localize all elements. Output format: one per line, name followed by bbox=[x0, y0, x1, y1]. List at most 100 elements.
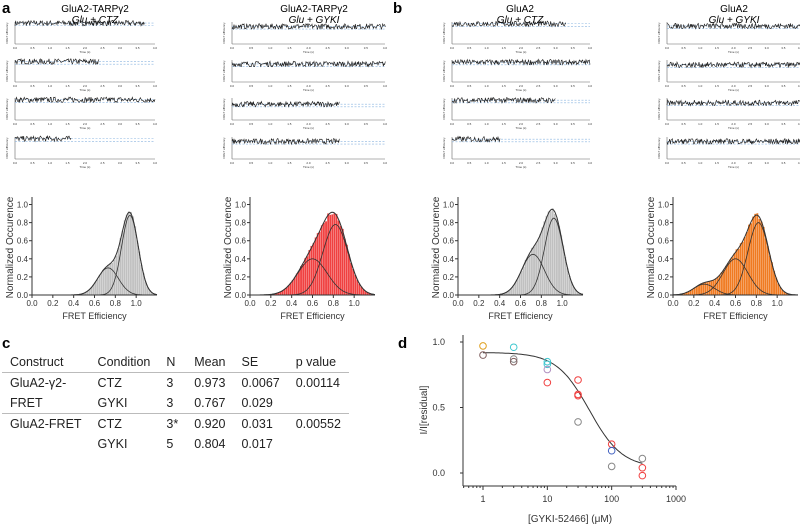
trace-x-tick: 2.5 bbox=[748, 84, 753, 88]
trace-x-tick: 0.0 bbox=[230, 46, 235, 50]
fret-trace bbox=[666, 60, 800, 69]
trace-x-tick: 1.0 bbox=[268, 122, 273, 126]
trace-x-tick: 2.5 bbox=[536, 122, 541, 126]
trace-x-label: Time (s) bbox=[303, 88, 314, 92]
y-axis-label: Normalized Occurence bbox=[431, 196, 442, 298]
trace-x-tick: 2.5 bbox=[748, 46, 753, 50]
x-tick-label: 0.4 bbox=[494, 299, 506, 308]
y-tick-label: 0.0 bbox=[658, 291, 670, 300]
trace-x-tick: 1.0 bbox=[48, 46, 53, 50]
data-point bbox=[479, 342, 487, 350]
trace-x-tick: 2.5 bbox=[326, 84, 331, 88]
trace-x-tick: 2.5 bbox=[748, 161, 753, 165]
trace-x-tick: 4.0 bbox=[798, 46, 800, 50]
title-construct: GluA2-TARPγ2 bbox=[61, 4, 129, 15]
trace-x-tick: 1.5 bbox=[65, 84, 70, 88]
histogram-bar bbox=[762, 226, 765, 296]
panel-label-b: b bbox=[393, 0, 403, 17]
panel-label-a: a bbox=[2, 0, 11, 17]
trace-x-tick: 0.5 bbox=[30, 122, 35, 126]
histogram-bar bbox=[310, 245, 313, 296]
fret-trace bbox=[231, 100, 340, 108]
col-header: SE bbox=[241, 355, 259, 369]
trace-x-tick: 4.0 bbox=[153, 122, 158, 126]
cell bbox=[288, 434, 349, 454]
trace-x-tick: 1.0 bbox=[698, 161, 703, 165]
trace-x-tick: 1.0 bbox=[484, 122, 489, 126]
histogram-bar bbox=[520, 270, 523, 296]
trace-x-tick: 4.0 bbox=[588, 84, 593, 88]
x-axis-label: FRET Efficiency bbox=[62, 311, 127, 321]
trace-x-label: Time (s) bbox=[303, 165, 314, 169]
x-tick-label: 0.4 bbox=[709, 299, 721, 308]
y-tick-label: 0.6 bbox=[235, 237, 247, 246]
histogram-bar bbox=[758, 218, 761, 296]
histogram-bar bbox=[518, 274, 521, 296]
trace-x-tick: 0.5 bbox=[467, 46, 472, 50]
histogram-bar bbox=[543, 221, 546, 296]
trace-x-tick: 3.5 bbox=[364, 84, 369, 88]
data-point bbox=[479, 351, 487, 359]
col-header: Mean bbox=[194, 355, 226, 369]
trace-x-label: Time (s) bbox=[80, 165, 91, 169]
trace-y-label: FRET efficiency bbox=[657, 98, 661, 120]
trace-x-tick: 3.5 bbox=[781, 84, 786, 88]
y-tick-label: 1.0 bbox=[17, 201, 29, 210]
trace-x-tick: 2.0 bbox=[306, 46, 311, 50]
data-point bbox=[574, 418, 582, 426]
histogram-bar bbox=[341, 228, 344, 296]
trace-x-tick: 0.5 bbox=[249, 161, 254, 165]
cell: GYKI bbox=[97, 437, 128, 451]
trace-y-label: FRET efficiency bbox=[5, 22, 9, 44]
histogram-bar bbox=[737, 248, 740, 296]
y-tick-label: 0.0 bbox=[443, 291, 455, 300]
fret-trace bbox=[666, 22, 800, 30]
trace-x-tick: 3.0 bbox=[118, 84, 123, 88]
col-header: N bbox=[166, 355, 176, 369]
fret-trace bbox=[231, 22, 386, 31]
histogram-bar bbox=[136, 240, 139, 296]
data-point bbox=[543, 360, 552, 369]
cell: GluA2-γ2- bbox=[2, 372, 90, 393]
cell: FRET bbox=[10, 396, 43, 410]
trace-x-tick: 2.0 bbox=[519, 84, 524, 88]
trace-x-tick: 3.0 bbox=[345, 122, 350, 126]
cell: 0.804 bbox=[194, 437, 226, 451]
trace-x-tick: 0.0 bbox=[665, 122, 670, 126]
histogram-bar bbox=[129, 211, 133, 296]
histogram-bar bbox=[312, 242, 315, 296]
trace-x-tick: 2.5 bbox=[100, 122, 105, 126]
x-axis-label: FRET Efficiency bbox=[703, 311, 768, 321]
trace-x-tick: 1.0 bbox=[48, 122, 53, 126]
trace-x-tick: 1.5 bbox=[287, 122, 292, 126]
panel-label-d: d bbox=[398, 335, 408, 352]
trace-x-tick: 3.5 bbox=[135, 84, 140, 88]
histogram-bar bbox=[708, 280, 711, 296]
trace-x-tick: 3.5 bbox=[571, 84, 576, 88]
trace-x-tick: 0.0 bbox=[450, 84, 455, 88]
x-tick-label: 0.6 bbox=[307, 299, 319, 308]
trace-x-tick: 0.5 bbox=[467, 161, 472, 165]
y-tick-label: 0.6 bbox=[17, 237, 29, 246]
histogram-bar bbox=[739, 242, 742, 296]
x-tick-label: 0.8 bbox=[328, 299, 340, 308]
trace-x-tick: 0.5 bbox=[30, 46, 35, 50]
trace-y-label: FRET efficiency bbox=[442, 98, 446, 120]
trace-x-label: Time (s) bbox=[728, 50, 739, 54]
y-tick-label: 1.0 bbox=[443, 201, 455, 210]
y-tick-label: 1.0 bbox=[432, 337, 445, 347]
histogram-bar bbox=[347, 254, 351, 296]
trace-x-tick: 1.5 bbox=[65, 46, 70, 50]
trace-x-tick: 1.5 bbox=[715, 46, 720, 50]
trace-x-tick: 3.5 bbox=[571, 161, 576, 165]
data-point bbox=[509, 357, 518, 366]
trace-y-label: FRET efficiency bbox=[442, 22, 446, 44]
fit-curve bbox=[483, 352, 643, 464]
x-tick-label: 0.8 bbox=[536, 299, 548, 308]
x-tick-label: 0.4 bbox=[286, 299, 298, 308]
trace-x-tick: 0.0 bbox=[13, 122, 18, 126]
trace-y-label: FRET efficiency bbox=[222, 60, 226, 82]
x-tick-label: 0.2 bbox=[265, 299, 277, 308]
